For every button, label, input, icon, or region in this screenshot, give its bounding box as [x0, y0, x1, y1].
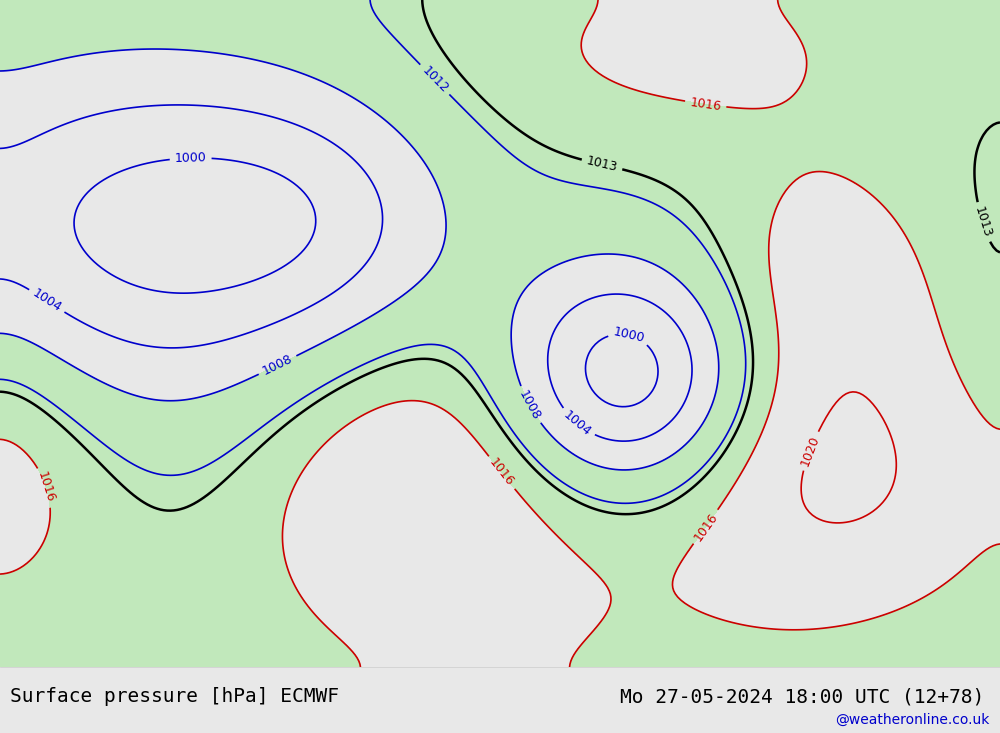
Text: 1000: 1000 [175, 151, 207, 165]
Text: 1016: 1016 [35, 471, 57, 504]
Text: @weatheronline.co.uk: @weatheronline.co.uk [836, 712, 990, 726]
Text: 1004: 1004 [561, 408, 594, 438]
Text: 1008: 1008 [516, 388, 543, 422]
Text: 1000: 1000 [612, 325, 646, 345]
Text: 1012: 1012 [419, 64, 450, 95]
Text: 1013: 1013 [585, 155, 619, 174]
Text: 1016: 1016 [487, 456, 517, 489]
Text: 1016: 1016 [689, 95, 722, 113]
Text: 1013: 1013 [972, 205, 994, 240]
Text: 1020: 1020 [798, 434, 822, 468]
Text: 1016: 1016 [691, 510, 720, 543]
Text: 1008: 1008 [260, 353, 295, 378]
Text: Mo 27-05-2024 18:00 UTC (12+78): Mo 27-05-2024 18:00 UTC (12+78) [620, 688, 984, 706]
Text: 1004: 1004 [30, 287, 64, 315]
Text: Surface pressure [hPa] ECMWF: Surface pressure [hPa] ECMWF [10, 688, 339, 706]
